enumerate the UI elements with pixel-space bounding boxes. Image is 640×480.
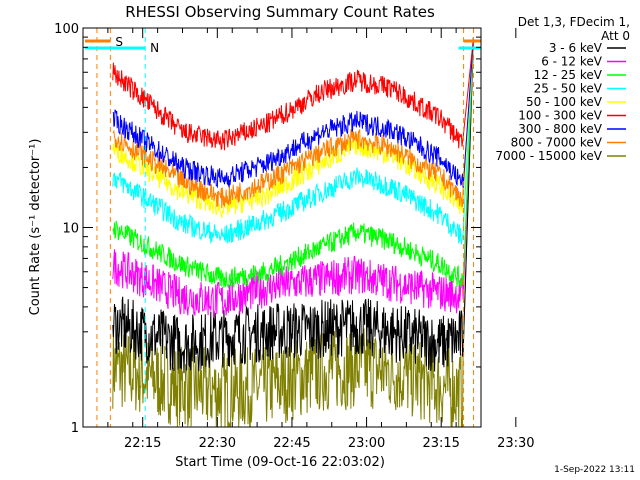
legend-entry: 800 - 7000 keV <box>511 136 603 150</box>
x-axis-label: Start Time (09-Oct-16 22:03:02) <box>175 455 385 470</box>
x-tick-label: 22:15 <box>124 436 161 451</box>
series-trace <box>112 37 474 209</box>
y-tick-label: 10 <box>62 222 79 237</box>
x-tick-label: 23:30 <box>497 436 534 451</box>
legend-header: Det 1,3, FDecim 1, <box>518 15 630 29</box>
footer-timestamp: 1-Sep-2022 13:11 <box>554 465 635 475</box>
data-layer <box>112 37 474 428</box>
y-ticks: 1 10 100 <box>54 22 481 436</box>
series-trace <box>112 37 474 189</box>
y-tick-label: 1 <box>71 421 79 436</box>
y-axis-label: Count Rate (s⁻¹ detector⁻¹) <box>28 139 43 316</box>
legend-entry: 300 - 800 keV <box>518 122 602 136</box>
night-flag-label: N <box>150 41 159 55</box>
legend-entry: 7000 - 15000 keV <box>495 149 602 163</box>
series-trace <box>112 37 474 151</box>
legend-entry: 3 - 6 keV <box>549 41 603 55</box>
legend-header: Att 0 <box>601 29 630 43</box>
series-trace <box>112 37 474 245</box>
series-trace <box>112 37 474 374</box>
saa-flag-label: S <box>115 35 123 49</box>
y-tick-label: 100 <box>54 22 79 37</box>
x-tick-label: 23:15 <box>422 436 459 451</box>
x-tick-label: 22:30 <box>199 436 236 451</box>
legend-entry: 12 - 25 keV <box>534 68 603 82</box>
legend-entry: 25 - 50 keV <box>534 82 603 96</box>
chart-title: RHESSI Observing Summary Count Rates <box>125 3 435 21</box>
legend-entry: 6 - 12 keV <box>541 55 603 69</box>
series-trace <box>112 37 474 428</box>
legend-entry: 100 - 300 keV <box>518 109 602 123</box>
x-ticks: 22:15 22:30 22:45 23:00 23:15 23:30 <box>82 28 535 451</box>
x-tick-label: 23:00 <box>348 436 385 451</box>
series-trace <box>112 37 474 289</box>
x-tick-label: 22:45 <box>273 436 310 451</box>
legend-entry: 50 - 100 keV <box>526 95 603 109</box>
series-trace <box>112 37 474 219</box>
